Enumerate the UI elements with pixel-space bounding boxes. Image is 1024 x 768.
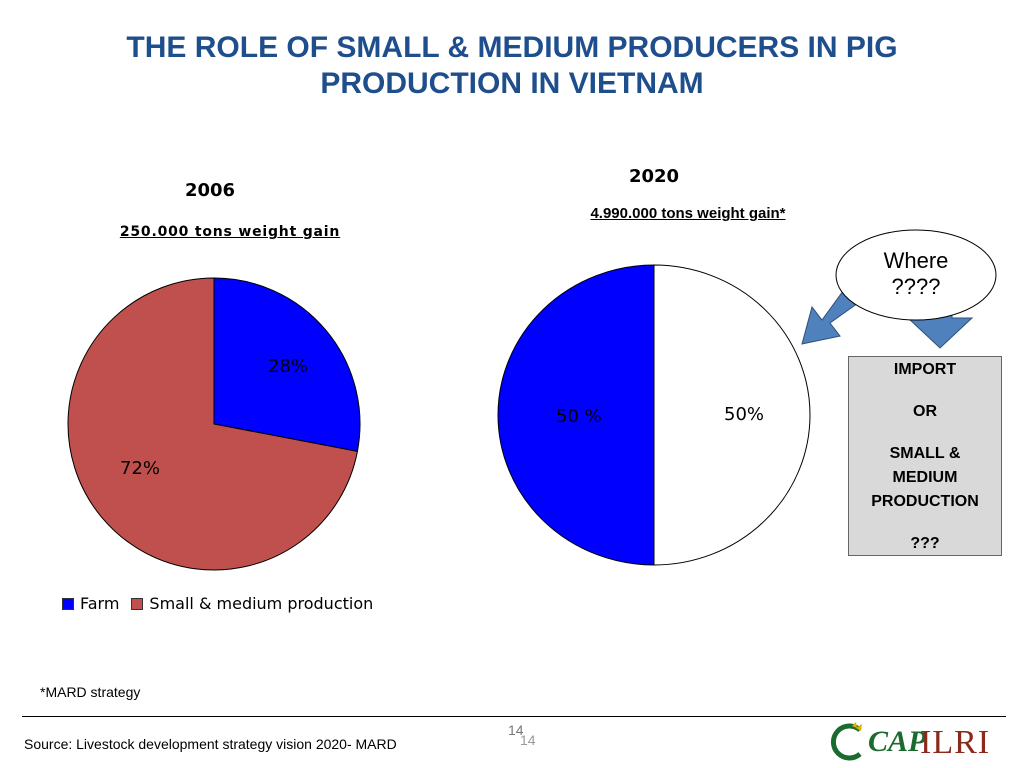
chart-2020-subtitle: 4.990.000 tons weight gain* (590, 205, 786, 222)
callout-line-1: Where (883, 248, 949, 273)
chart-2020-title: 2020 (628, 166, 680, 187)
pie-2020-slice-0 (497, 264, 655, 566)
legend-label-small-medium: Small & medium production (149, 594, 374, 613)
chart-2006-label-farm: 28% (268, 356, 309, 377)
box-line-question: ??? (910, 535, 940, 552)
footnote: *MARD strategy (40, 684, 141, 700)
callout-text: Where ???? (856, 248, 976, 300)
cap-logo-text: CAP (868, 725, 927, 758)
arrow-left-icon (801, 286, 859, 345)
page-number-ghost: 14 (520, 732, 536, 748)
pie-chart-2006 (67, 277, 361, 571)
footer-divider (22, 716, 1006, 717)
box-line-production: PRODUCTION (871, 493, 979, 510)
slide-title-line-2: PRODUCTION IN VIETNAM (320, 67, 704, 100)
chart-2020-label-right: 50% (724, 404, 765, 425)
slide-title: THE ROLE OF SMALL & MEDIUM PRODUCERS IN … (0, 30, 1024, 102)
legend-label-farm: Farm (80, 594, 120, 613)
pie-2020-slice-1 (653, 264, 811, 566)
chart-2006-label-small-medium: 72% (120, 458, 161, 479)
slide-title-line-1: THE ROLE OF SMALL & MEDIUM PRODUCERS IN … (126, 31, 898, 64)
cap-logo: CAP (828, 722, 926, 762)
legend-swatch-farm (62, 597, 74, 610)
chart-2020-label-left: 50 % (556, 406, 602, 427)
ilri-logo: ILRI (920, 724, 991, 761)
callout-line-2: ???? (891, 274, 941, 299)
cap-logo-icon (830, 722, 862, 761)
chart-2006-title: 2006 (184, 180, 236, 201)
pie-chart-2020 (497, 264, 811, 566)
box-line-import: IMPORT (893, 361, 957, 378)
callout-bubble (835, 229, 997, 321)
legend-swatch-small-medium (131, 597, 144, 610)
pie-2006-slice-1 (67, 277, 358, 571)
source-text: Source: Livestock development strategy v… (24, 736, 397, 752)
box-line-medium: MEDIUM (892, 469, 958, 486)
import-or-production-box: IMPORT OR SMALL & MEDIUM PRODUCTION ??? (848, 356, 1002, 556)
box-line-or: OR (913, 403, 937, 420)
page-number: 14 (508, 722, 524, 738)
chart-2006-legend: Farm Small & medium production (62, 594, 373, 613)
chart-2006-subtitle: 250.000 tons weight gain (119, 224, 341, 240)
pie-2006-slice-0 (213, 277, 361, 452)
box-line-small: SMALL & (889, 445, 961, 462)
